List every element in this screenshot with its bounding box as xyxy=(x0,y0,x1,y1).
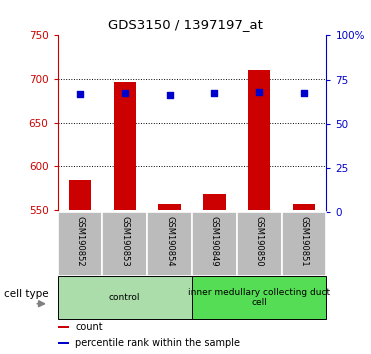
Bar xyxy=(58,212,102,276)
Text: GSM190851: GSM190851 xyxy=(299,216,309,266)
Text: GDS3150 / 1397197_at: GDS3150 / 1397197_at xyxy=(108,18,263,31)
Bar xyxy=(282,212,326,276)
Bar xyxy=(192,276,326,319)
Text: percentile rank within the sample: percentile rank within the sample xyxy=(75,338,240,348)
Text: GSM190849: GSM190849 xyxy=(210,216,219,266)
Point xyxy=(122,90,128,96)
Point xyxy=(256,89,262,95)
Bar xyxy=(147,212,192,276)
Bar xyxy=(69,180,91,210)
Bar xyxy=(192,212,237,276)
Bar xyxy=(58,342,69,344)
Text: inner medullary collecting duct
cell: inner medullary collecting duct cell xyxy=(188,288,330,307)
Point xyxy=(77,91,83,97)
Point xyxy=(211,90,217,96)
Bar xyxy=(114,82,136,210)
Bar xyxy=(203,194,226,210)
Text: GSM190853: GSM190853 xyxy=(120,216,129,266)
Bar xyxy=(58,276,192,319)
Point xyxy=(167,92,173,97)
Text: count: count xyxy=(75,321,103,332)
Bar xyxy=(237,212,282,276)
Text: control: control xyxy=(109,293,141,302)
Text: GSM190852: GSM190852 xyxy=(75,216,85,266)
Point xyxy=(301,90,307,96)
Bar xyxy=(293,204,315,210)
Bar xyxy=(158,204,181,210)
Bar xyxy=(248,70,270,210)
Text: GSM190854: GSM190854 xyxy=(165,216,174,266)
Bar xyxy=(102,212,147,276)
Text: cell type: cell type xyxy=(4,289,48,299)
Bar xyxy=(58,326,69,327)
Text: GSM190850: GSM190850 xyxy=(255,216,264,266)
